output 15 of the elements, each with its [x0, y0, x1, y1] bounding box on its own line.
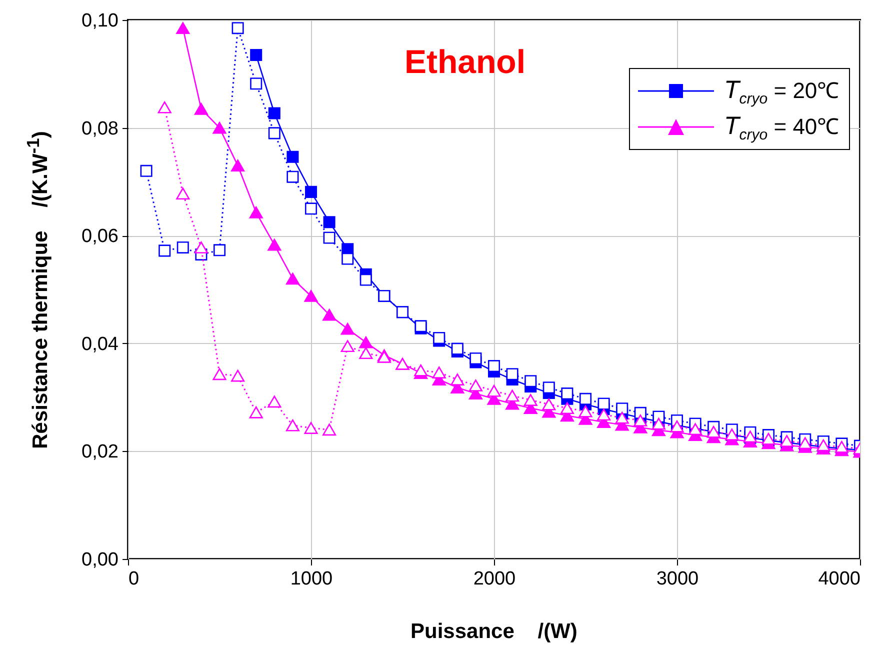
x-tick-label: 4000	[818, 568, 860, 590]
y-tick-label: 0,06	[82, 226, 118, 248]
y-tick-label: 0,10	[82, 10, 118, 32]
y-tick-label: 0,04	[82, 334, 119, 355]
x-tick-label: 3000	[656, 568, 699, 590]
x-axis-title: Puissance /(W)	[410, 620, 578, 644]
text: Ethanol	[404, 43, 526, 80]
y-tick-label: 0,02	[82, 442, 118, 463]
legend-label: T$_{cryo}$ = 40℃	[724, 111, 840, 144]
y-tick-label: 0,08	[82, 118, 118, 140]
y-tick-label: 0,00	[82, 550, 118, 570]
x-tick-label: 2000	[473, 568, 516, 590]
legend-label: T$_{cryo}$ = 20℃	[724, 75, 840, 108]
x-tick-label: 0	[128, 568, 140, 590]
x-tick-label: 1000	[290, 568, 333, 590]
